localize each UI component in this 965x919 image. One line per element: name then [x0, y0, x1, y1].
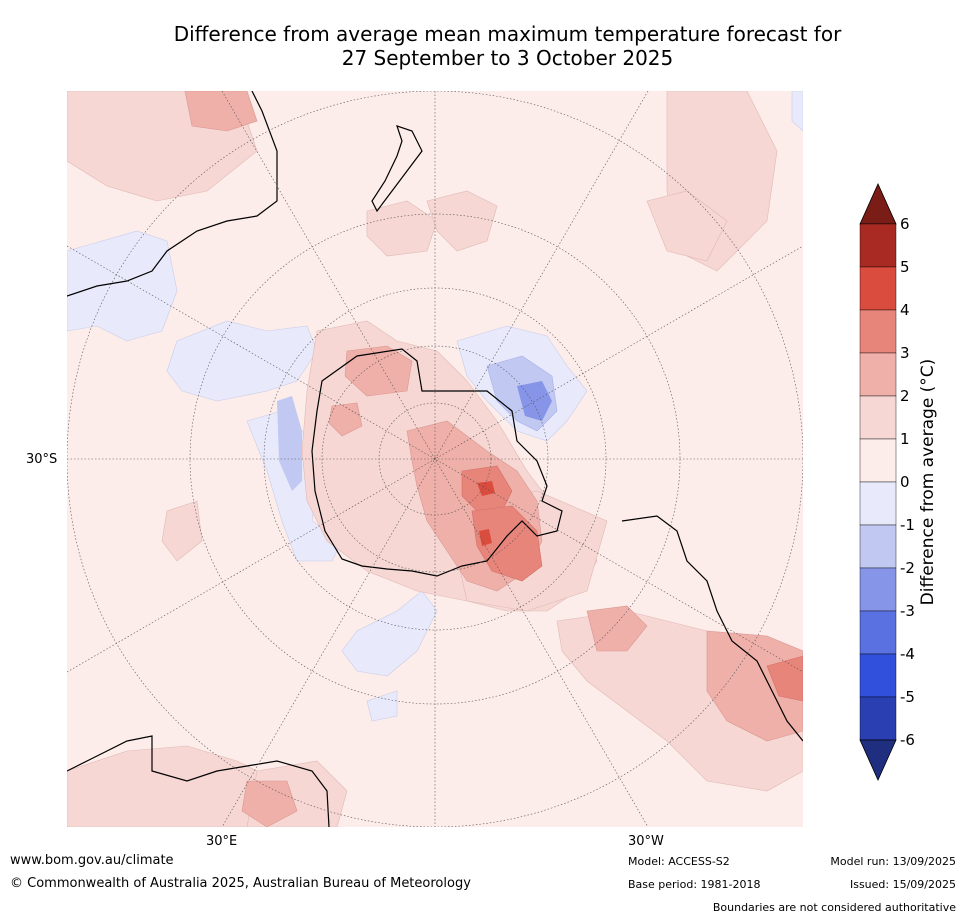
colorbar-extend-low [859, 739, 897, 781]
colorbar-block [859, 352, 897, 397]
colorbar-tick-label: 0 [900, 473, 910, 491]
colorbar-tick-label: 2 [900, 387, 910, 405]
south-america-coastline [621, 515, 803, 742]
polar-map[interactable] [67, 91, 803, 827]
longitude-label-30e: 30°E [206, 834, 238, 849]
negative-anomaly-core [277, 355, 558, 491]
colorbar: 6 5 4 3 2 1 0 -1 -2 -3 -4 -5 -6 [859, 183, 915, 781]
colorbar-tick-label: 5 [900, 258, 910, 276]
footer-model: Model: ACCESS-S2 [628, 855, 730, 868]
colorbar-tick-label: -3 [900, 602, 915, 620]
longitude-label-30w: 30°W [628, 834, 664, 849]
footer-issued: Issued: 15/09/2025 [849, 878, 956, 891]
colorbar-tick-label: 1 [900, 430, 910, 448]
colorbar-tick-label: -6 [900, 731, 915, 749]
africa-coastline [67, 735, 330, 827]
colorbar-block [859, 438, 897, 483]
colorbar-block [859, 696, 897, 741]
colorbar-block [859, 309, 897, 354]
colorbar-tick-label: -4 [900, 645, 915, 663]
colorbar-block [859, 610, 897, 655]
title-line-1: Difference from average mean maximum tem… [173, 22, 842, 46]
colorbar-tick-label: 4 [900, 301, 910, 319]
positive-anomaly-hot [461, 465, 803, 702]
antarctica-coastline [311, 348, 563, 577]
colorbar-title: Difference from average (°C) [918, 358, 938, 606]
latitude-label-30s: 30°S [26, 452, 58, 467]
australia-coastline [67, 91, 278, 297]
colorbar-tick-label: -2 [900, 559, 915, 577]
map-title: Difference from average mean maximum tem… [60, 22, 955, 70]
colorbar-block [859, 395, 897, 440]
colorbar-block [859, 524, 897, 569]
colorbar-block [859, 481, 897, 526]
colorbar-block [859, 266, 897, 311]
colorbar-block [859, 567, 897, 612]
colorbar-block [859, 223, 897, 268]
colorbar-tick-label: 6 [900, 215, 910, 233]
graticule [67, 91, 803, 827]
colorbar-tick-label: -1 [900, 516, 915, 534]
footer-model-run: Model run: 13/09/2025 [830, 855, 956, 868]
footer-url[interactable]: www.bom.gov.au/climate [10, 853, 174, 868]
footer-base-period: Base period: 1981-2018 [628, 878, 761, 891]
new-zealand-coastline [371, 125, 423, 213]
colorbar-tick-label: -5 [900, 688, 915, 706]
footer-copyright: © Commonwealth of Australia 2025, Austra… [10, 876, 471, 891]
colorbar-extend-high [859, 183, 897, 225]
colorbar-tick-label: 3 [900, 344, 910, 362]
colorbar-block [859, 653, 897, 698]
title-line-2: 27 September to 3 October 2025 [341, 46, 674, 70]
coastlines [67, 91, 803, 827]
footer-disclaimer: Boundaries are not considered authoritat… [712, 901, 956, 914]
